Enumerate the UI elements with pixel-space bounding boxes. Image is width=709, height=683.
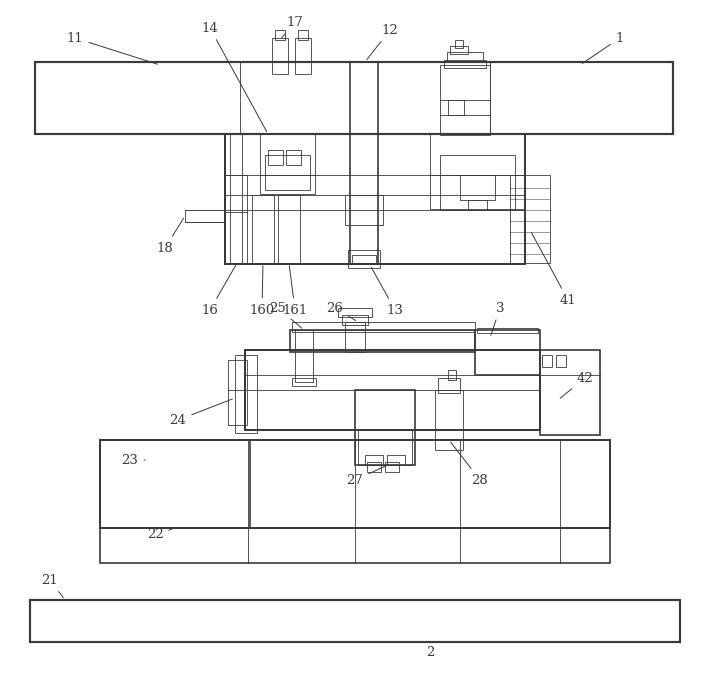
Bar bbox=[438, 378, 460, 393]
Text: 28: 28 bbox=[451, 442, 489, 486]
Bar bbox=[468, 200, 487, 210]
Text: 160: 160 bbox=[250, 266, 274, 316]
Text: 22: 22 bbox=[147, 529, 172, 542]
Bar bbox=[185, 210, 225, 222]
Bar bbox=[225, 175, 247, 264]
Text: 26: 26 bbox=[327, 301, 356, 320]
Bar bbox=[430, 134, 525, 209]
Text: 27: 27 bbox=[347, 466, 386, 486]
Bar bbox=[385, 462, 399, 472]
Text: 21: 21 bbox=[42, 574, 63, 598]
Bar bbox=[477, 328, 538, 333]
Text: 23: 23 bbox=[121, 454, 145, 466]
Bar bbox=[298, 30, 308, 40]
Bar bbox=[272, 38, 288, 74]
Bar bbox=[358, 430, 412, 465]
Bar bbox=[295, 330, 313, 382]
Text: 3: 3 bbox=[491, 301, 504, 335]
Bar bbox=[100, 440, 250, 528]
Bar bbox=[455, 40, 463, 48]
Bar bbox=[230, 134, 242, 264]
Bar bbox=[435, 390, 463, 450]
Bar bbox=[345, 322, 365, 352]
Bar bbox=[290, 330, 475, 352]
Bar bbox=[475, 330, 540, 375]
Bar bbox=[448, 370, 456, 380]
Bar bbox=[100, 528, 610, 563]
Bar bbox=[350, 62, 378, 264]
Text: 13: 13 bbox=[372, 268, 403, 316]
Text: 17: 17 bbox=[281, 16, 303, 38]
Bar bbox=[252, 195, 274, 263]
Bar bbox=[440, 65, 490, 135]
Bar bbox=[292, 322, 475, 332]
Text: 1: 1 bbox=[582, 31, 624, 64]
Bar bbox=[444, 60, 486, 68]
Bar bbox=[292, 378, 316, 386]
Bar bbox=[387, 455, 405, 465]
Bar bbox=[355, 390, 415, 465]
Bar bbox=[100, 440, 610, 528]
Text: 42: 42 bbox=[560, 372, 593, 398]
Bar bbox=[342, 315, 368, 325]
Bar bbox=[556, 355, 566, 367]
Bar bbox=[338, 308, 372, 317]
Bar bbox=[265, 155, 310, 190]
Text: 2: 2 bbox=[426, 642, 434, 658]
Bar bbox=[365, 455, 383, 465]
Text: 18: 18 bbox=[157, 219, 184, 255]
Bar bbox=[275, 30, 285, 40]
Bar bbox=[286, 150, 301, 165]
Bar bbox=[225, 134, 525, 264]
Bar bbox=[345, 195, 383, 225]
Bar bbox=[460, 175, 495, 200]
Text: 16: 16 bbox=[201, 266, 235, 316]
Bar bbox=[245, 350, 540, 430]
Text: 14: 14 bbox=[201, 21, 267, 132]
Bar bbox=[278, 195, 300, 263]
Bar bbox=[447, 52, 483, 62]
Bar bbox=[260, 134, 315, 194]
Text: 25: 25 bbox=[269, 301, 302, 329]
Bar bbox=[35, 62, 673, 134]
Bar bbox=[448, 100, 464, 115]
Bar bbox=[540, 350, 600, 435]
Bar bbox=[367, 462, 381, 472]
Bar bbox=[450, 46, 468, 54]
Bar bbox=[510, 175, 550, 263]
Bar bbox=[348, 250, 380, 268]
Bar bbox=[295, 38, 311, 74]
Text: 12: 12 bbox=[367, 23, 398, 60]
Text: 41: 41 bbox=[531, 232, 576, 307]
Bar bbox=[440, 155, 515, 210]
Bar bbox=[228, 360, 247, 425]
Bar bbox=[268, 150, 283, 165]
Bar bbox=[352, 255, 376, 264]
Text: 24: 24 bbox=[169, 399, 233, 426]
Bar bbox=[542, 355, 552, 367]
Text: 161: 161 bbox=[282, 266, 308, 316]
Bar bbox=[30, 600, 680, 642]
Bar bbox=[235, 355, 257, 433]
Text: 11: 11 bbox=[67, 31, 157, 64]
